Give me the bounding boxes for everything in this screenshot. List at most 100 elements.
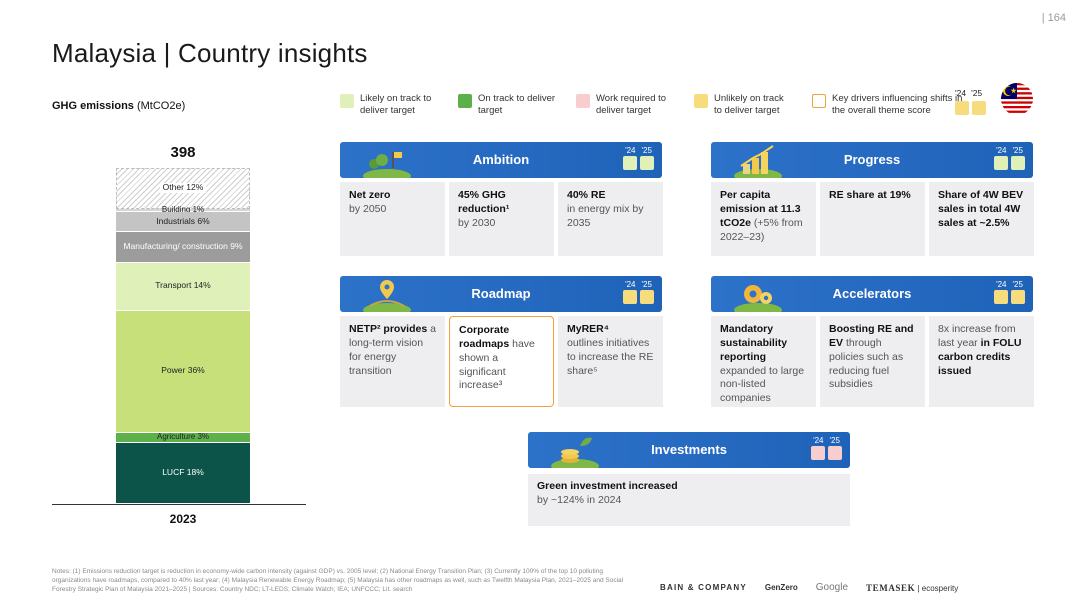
investments-card: Green investment increased by ~124% in 2… (528, 474, 850, 526)
genzero-logo: GenZero (764, 583, 798, 592)
ghg-segment-label: Building 1% (161, 204, 205, 214)
card-bold: Share of 4W BEV sales in total 4W sales … (938, 189, 1024, 229)
progress-header: Progress '24 '25 (711, 142, 1033, 178)
accelerators-card-reporting: Mandatory sustainability reporting expan… (711, 316, 816, 407)
ambition-year-a: '24 (625, 146, 636, 155)
card-bold: Per capita emission at 11.3 tCO2e (720, 189, 801, 229)
card-text: by 2030 (458, 216, 496, 229)
investments-year-a: '24 (813, 436, 824, 445)
temasek-logo: TEMASEK | ecosperity (866, 583, 958, 593)
temasek-text: TEMASEK (866, 582, 916, 593)
card-text: a long-term vision for energy transition (349, 323, 436, 377)
card-text: in energy mix by 2035 (567, 202, 644, 229)
investments-score-24 (811, 446, 825, 460)
progress-card-per-capita: Per capita emission at 11.3 tCO2e (+5% f… (711, 182, 816, 256)
card-bold: Net zero (349, 189, 391, 201)
card-text: by 2050 (349, 202, 387, 215)
ambition-card-net-zero: Net zero by 2050 (340, 182, 445, 256)
ghg-stacked-bar: Other 12% Building 1% Industrials 6% Manufa… (116, 168, 250, 504)
card-bold: NETP² provides (349, 323, 428, 335)
progress-year-scores: '24 '25 (994, 146, 1025, 170)
legend-year-a-swatch (955, 101, 969, 115)
ambition-cards: Net zero by 2050 45% GHG reduction¹ by 203… (340, 182, 663, 256)
card-text: (+5% from 2022–23) (720, 216, 803, 243)
legend-year-b-swatch (972, 101, 986, 115)
card-text: expanded to large non-listed companies (720, 364, 805, 405)
roadmap-year-b: '25 (641, 280, 652, 289)
accelerators-card-re-ev: Boosting RE and EV through policies such… (820, 316, 925, 407)
investments-year-b: '25 (829, 436, 840, 445)
progress-score-24 (994, 156, 1008, 170)
accelerators-year-scores: '24 '25 (994, 280, 1025, 304)
ghg-segment-label: LUCF 18% (162, 467, 204, 477)
bain-logo: BAIN & COMPANY (660, 583, 747, 592)
card-bold: 45% GHG reduction¹ (458, 189, 510, 215)
ghg-segment-0: Other 12% (116, 168, 250, 209)
ghg-chart-title: GHG emissions (MtCO2e) (52, 100, 185, 112)
card-text: by ~124% in 2024 (537, 493, 622, 506)
accelerators-card-folu: 8x increase from last year in FOLU carbo… (929, 316, 1034, 407)
accelerators-year-a: '24 (996, 280, 1007, 289)
roadmap-card-myrer: MyRER⁴ outlines initiatives to increase t… (558, 316, 663, 407)
card-bold: Boosting RE and EV (829, 323, 914, 349)
map-pin-icon (363, 280, 411, 312)
ghg-total: 398 (170, 144, 196, 161)
ghg-year: 2023 (169, 512, 197, 526)
roadmap-score-24 (623, 290, 637, 304)
malaysia-flag-icon (1001, 83, 1033, 115)
progress-cards: Per capita emission at 11.3 tCO2e (+5% f… (711, 182, 1034, 256)
roadmap-card-netp: NETP² provides a long-term vision for en… (340, 316, 445, 407)
roadmap-cards: NETP² provides a long-term vision for en… (340, 316, 663, 407)
progress-card-bev: Share of 4W BEV sales in total 4W sales … (929, 182, 1034, 256)
ambition-year-b: '25 (641, 146, 652, 155)
accelerators-title: Accelerators (832, 286, 912, 301)
ghg-segment-label: Manufacturing/ construction 9% (123, 241, 243, 252)
investments-year-scores: '24 '25 (811, 436, 842, 460)
ghg-segment-7: LUCF 18% (116, 442, 250, 504)
ambition-score-24 (623, 156, 637, 170)
roadmap-card-corporate: Corporate roadmaps have shown a signific… (449, 316, 554, 407)
ambition-header: Ambition '24 '25 (340, 142, 662, 178)
landscape-icon (363, 152, 411, 178)
ghg-segment-4: Transport 14% (116, 263, 250, 311)
roadmap-score-25 (640, 290, 654, 304)
card-text: have shown a significant increase³ (459, 337, 535, 392)
gears-icon (734, 285, 782, 312)
chart-baseline (52, 504, 306, 505)
investments-title: Investments (651, 442, 727, 457)
legend-swatch (340, 94, 354, 108)
ghg-segment-3: Manufacturing/ construction 9% (116, 232, 250, 263)
page-number: | 164 (1041, 12, 1066, 24)
google-logo: Google (815, 582, 849, 593)
ambition-score-25 (640, 156, 654, 170)
growth-chart-icon (734, 145, 782, 178)
roadmap-title: Roadmap (471, 286, 531, 301)
card-bold: Mandatory sustainability reporting (720, 323, 788, 363)
card-bold: Green investment increased (537, 480, 678, 492)
legend-swatch (694, 94, 708, 108)
accelerators-score-24 (994, 290, 1008, 304)
card-bold: Corporate roadmaps (459, 324, 510, 350)
ghg-title-text: GHG emissions (52, 100, 134, 112)
roadmap-year-scores: '24 '25 (623, 280, 654, 304)
progress-year-b: '25 (1012, 146, 1023, 155)
card-bold: in FOLU carbon credits issued (938, 336, 1022, 377)
roadmap-header: Roadmap '24 '25 (340, 276, 662, 312)
legend-swatch (576, 94, 590, 108)
ambition-card-ghg: 45% GHG reduction¹ by 2030 (449, 182, 554, 256)
progress-score-25 (1011, 156, 1025, 170)
legend-label: Key drivers influencing shifts in the ov… (832, 93, 963, 117)
page-title: Malaysia | Country insights (52, 38, 368, 68)
roadmap-year-a: '24 (625, 280, 636, 289)
legend-swatch (812, 94, 826, 108)
ambition-card-re: 40% RE in energy mix by 2035 (558, 182, 663, 256)
ghg-segment-label: Industrials 6% (156, 215, 210, 226)
ecosperity-text: | ecosperity (917, 583, 959, 593)
ghg-segment-label: Agriculture 3% (156, 432, 210, 442)
investments-header: Investments '24 '25 (528, 432, 850, 468)
progress-year-a: '24 (996, 146, 1007, 155)
card-bold: MyRER⁴ (567, 323, 609, 335)
legend-label: Likely on track to deliver target (360, 93, 432, 117)
legend-item-2: Work required to deliver target (576, 93, 676, 118)
legend-year-key: '24 '25 (955, 88, 986, 115)
